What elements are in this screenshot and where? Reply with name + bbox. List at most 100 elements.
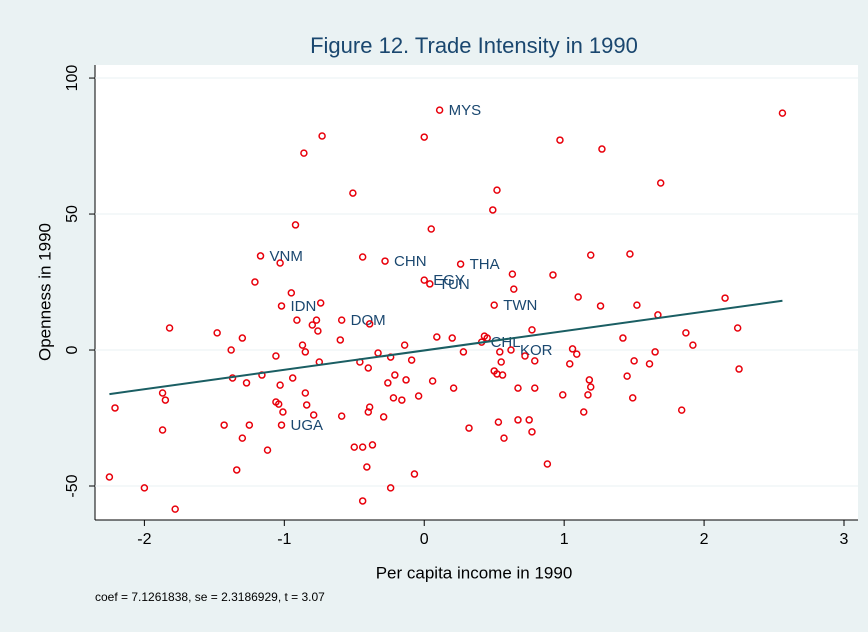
point [391, 371, 399, 379]
point [309, 411, 318, 419]
point [314, 327, 322, 335]
y-tick-label: 100 [64, 65, 81, 92]
point [448, 334, 456, 342]
point [364, 408, 373, 416]
point [410, 470, 419, 478]
point [158, 389, 167, 397]
point [336, 336, 345, 344]
point [489, 206, 497, 214]
point [277, 421, 286, 429]
point [596, 302, 605, 310]
point [407, 356, 416, 364]
x-tick-label: 2 [700, 531, 709, 548]
point [433, 333, 441, 341]
point [272, 352, 280, 360]
point [277, 302, 286, 310]
point [568, 345, 577, 353]
point [213, 329, 221, 337]
point [165, 324, 174, 332]
point [735, 365, 743, 373]
y-tick-label: 50 [64, 205, 81, 223]
x-tick-label: 3 [840, 531, 849, 548]
x-tick-label: -1 [277, 531, 291, 548]
point [298, 341, 307, 349]
x-tick-label: 0 [420, 531, 429, 548]
point [496, 348, 504, 356]
point [287, 289, 296, 297]
point [381, 257, 389, 265]
point [651, 348, 659, 356]
point [528, 326, 536, 334]
point [626, 250, 634, 258]
point [302, 401, 311, 409]
point [585, 376, 594, 384]
point [628, 394, 637, 402]
point [105, 473, 114, 481]
point [586, 251, 595, 259]
point [733, 324, 742, 332]
point [140, 484, 149, 492]
point [556, 136, 564, 144]
point [301, 348, 310, 356]
point [494, 418, 503, 426]
point [220, 421, 228, 429]
point [171, 505, 179, 513]
point [308, 321, 317, 329]
point [449, 384, 458, 392]
point-label: EGY [433, 272, 465, 289]
point [358, 443, 367, 451]
point [778, 109, 787, 117]
x-axis-title: Per capita income in 1990 [376, 563, 573, 582]
point [349, 189, 357, 197]
point [365, 320, 374, 328]
point [682, 329, 690, 337]
point [633, 301, 641, 309]
point [263, 446, 272, 454]
point [459, 348, 468, 356]
point [623, 372, 631, 380]
y-tick-label: -50 [64, 474, 81, 497]
chart-title: Figure 12. Trade Intensity in 1990 [310, 33, 638, 58]
point [414, 392, 423, 400]
point [559, 391, 567, 399]
point-label: UGA [291, 417, 324, 434]
point [242, 379, 251, 387]
point [598, 145, 606, 153]
point [514, 416, 522, 424]
note: coef = 7.1261838, se = 2.3186929, t = 3.… [95, 590, 325, 604]
point [521, 352, 529, 360]
point [365, 403, 374, 411]
point-label: TWN [503, 297, 537, 314]
point [543, 460, 552, 468]
point [510, 285, 518, 293]
point [232, 466, 241, 474]
y-tick-label: 0 [64, 345, 81, 354]
point [584, 391, 592, 399]
point [493, 186, 501, 194]
point [111, 404, 119, 412]
point [427, 225, 435, 233]
point [428, 377, 437, 385]
point [573, 350, 581, 358]
point [312, 316, 321, 324]
point [158, 426, 167, 434]
point [689, 341, 697, 349]
y-axis-title: Openness in 1990 [35, 223, 54, 361]
point [238, 434, 247, 442]
point [300, 149, 308, 157]
point-label: MYS [449, 102, 482, 119]
point [490, 301, 498, 309]
x-tick-label: 1 [560, 531, 569, 548]
point-label: IDN [291, 298, 317, 315]
point-label: KOR [520, 342, 553, 359]
point [420, 276, 428, 284]
point [363, 463, 371, 471]
point [721, 294, 729, 302]
point [420, 133, 428, 141]
point [337, 316, 346, 324]
point [251, 278, 259, 286]
point [379, 413, 388, 421]
point [528, 428, 536, 436]
